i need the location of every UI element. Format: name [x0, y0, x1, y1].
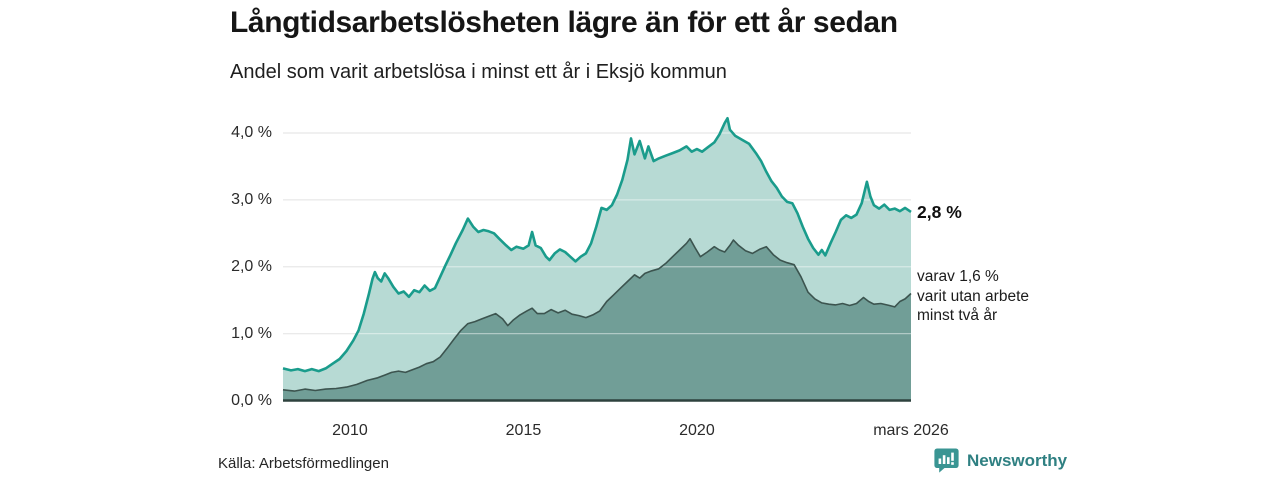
total-line: [282, 117, 912, 373]
subset-line: [282, 237, 912, 392]
subset-end-value-label: varav 1,6 % varit utan arbete minst två …: [917, 267, 1029, 326]
subset-label-line-3: minst två år: [917, 307, 998, 324]
page-title: Långtidsarbetslösheten lägre än för ett …: [230, 6, 898, 39]
x-tick-label: 2010: [332, 422, 368, 439]
subset-label-line-2: varit utan arbete: [917, 287, 1030, 305]
chart-subtitle: Andel som varit arbetslösa i minst ett å…: [230, 61, 727, 83]
subset-area: [283, 238, 911, 401]
total-end-value-label: 2,8 %: [917, 202, 962, 222]
x-tick-label: 2020: [679, 422, 715, 439]
newsworthy-wordmark: Newsworthy: [967, 450, 1068, 470]
newsworthy-brand: Newsworthy: [933, 447, 1067, 474]
source-note: Källa: Arbetsförmedlingen: [218, 455, 389, 472]
y-tick-label: 4,0 %: [231, 124, 272, 141]
y-tick-label: 3,0 %: [231, 190, 272, 208]
x-tick-label: mars 2026: [873, 422, 949, 439]
newsworthy-logo-icon: [934, 448, 959, 473]
y-tick-label: 2,0 %: [231, 257, 272, 275]
subset-label-line-1: varav 1,6 %: [917, 268, 999, 285]
gridlines-overlay: [283, 132, 911, 335]
y-tick-label: 1,0 %: [231, 324, 272, 342]
y-tick-label: 0,0 %: [231, 391, 272, 409]
x-tick-label: 2015: [505, 422, 542, 439]
